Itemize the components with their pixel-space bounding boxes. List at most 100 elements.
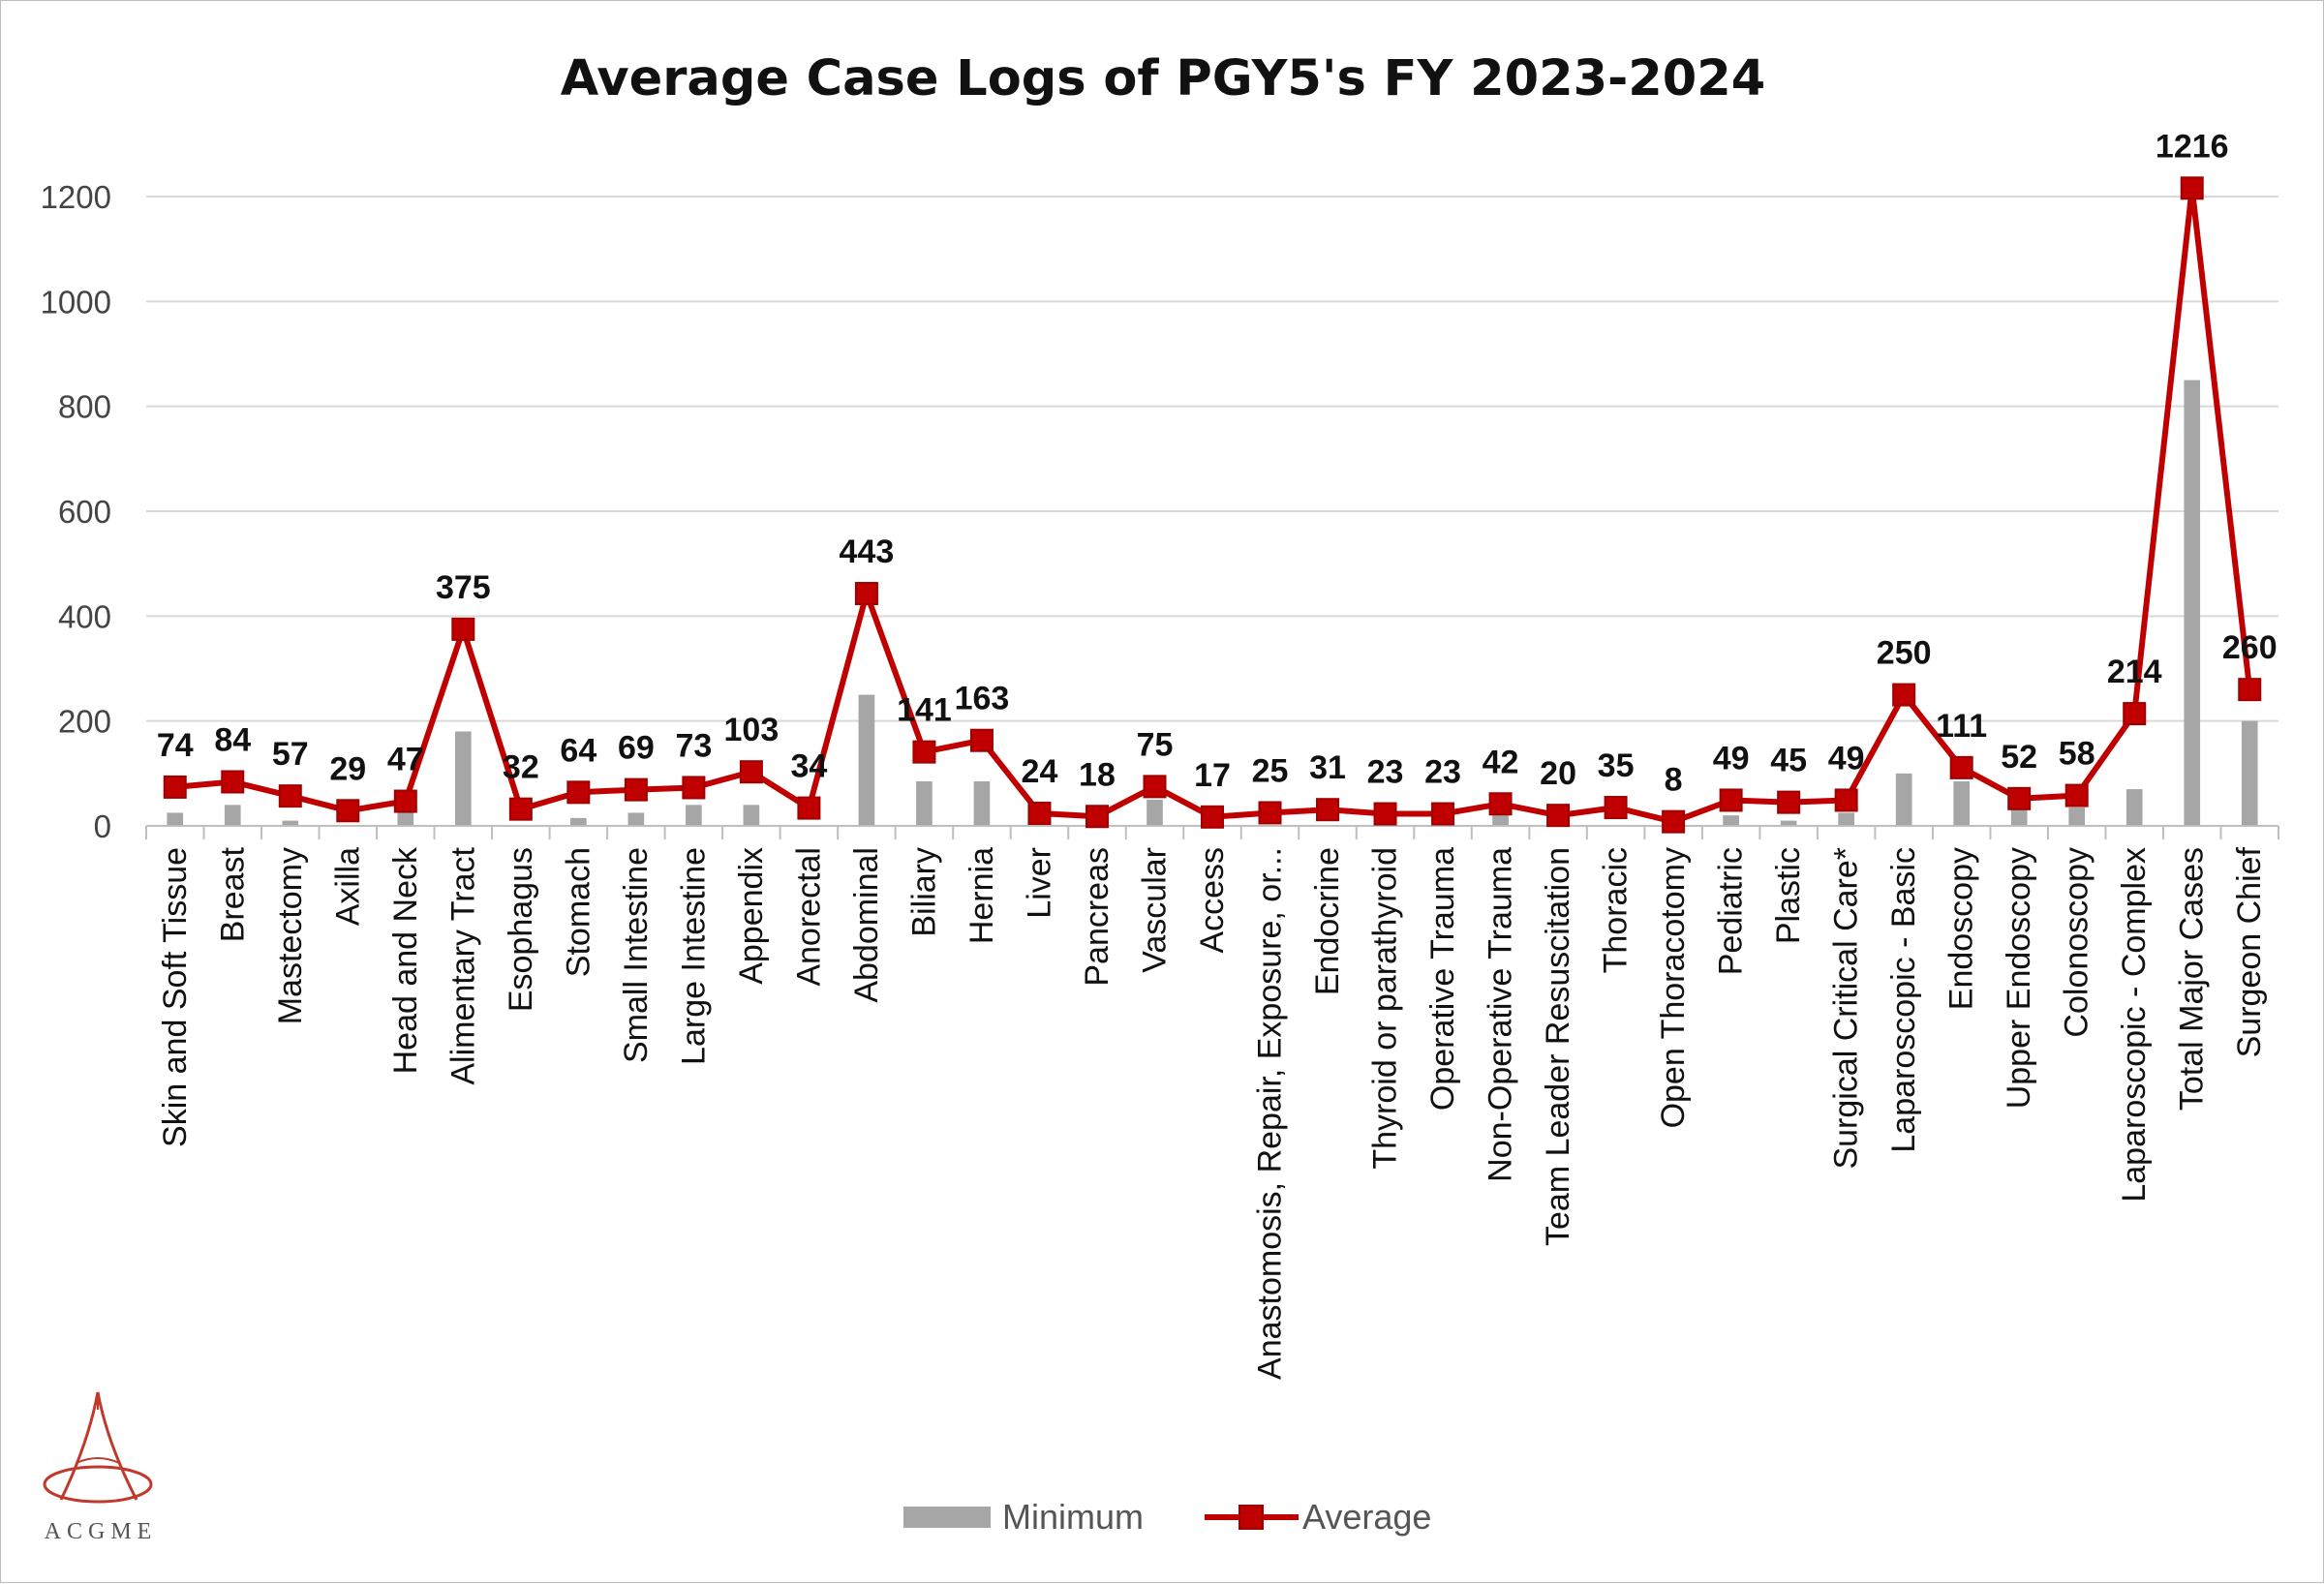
average-data-label-0: 74 — [157, 727, 194, 764]
y-tick-label-1200: 1200 — [41, 179, 111, 215]
average-marker-9 — [682, 776, 706, 800]
average-data-label-3: 29 — [329, 750, 366, 787]
average-marker-28 — [1777, 790, 1801, 814]
x-tick-label-6: Esophagus — [503, 847, 539, 1012]
average-data-label-34: 214 — [2107, 654, 2162, 690]
x-tick-label-33: Colonoscopy — [2059, 847, 2095, 1038]
average-marker-35 — [2180, 176, 2204, 200]
x-tick-label-30: Laparoscopic - Basic — [1885, 847, 1922, 1153]
average-data-label-29: 49 — [1828, 740, 1865, 777]
y-tick-label-600: 600 — [58, 494, 111, 530]
minimum-bar-1 — [224, 805, 241, 826]
average-data-label-28: 45 — [1770, 743, 1807, 779]
x-tick-label-26: Open Thoracotomy — [1655, 847, 1692, 1128]
minimum-bar-35 — [2184, 380, 2201, 826]
average-marker-30 — [1892, 683, 1916, 707]
x-tick-label-7: Stomach — [560, 847, 596, 977]
average-marker-32 — [2007, 786, 2032, 810]
y-axis-tick-labels: 0 200 400 600 800 1000 1200 — [41, 179, 111, 844]
minimum-bar-27 — [1723, 815, 1739, 826]
average-marker-7 — [566, 780, 591, 805]
average-data-label-18: 17 — [1194, 757, 1231, 794]
x-tick-label-3: Axilla — [329, 847, 366, 926]
x-tick-label-36: Surgeon Chief — [2231, 846, 2268, 1057]
minimum-bars — [167, 380, 2258, 826]
average-data-label-17: 75 — [1137, 726, 1174, 763]
acgme-logo-icon: ACGME — [43, 1391, 153, 1544]
x-tick-label-15: Liver — [1021, 847, 1057, 919]
average-marker-8 — [624, 777, 648, 802]
average-marker-20 — [1316, 798, 1340, 822]
average-marker-13 — [912, 740, 936, 764]
x-tick-label-22: Operative Trauma — [1424, 847, 1461, 1111]
minimum-bar-7 — [570, 817, 587, 826]
average-data-label-25: 35 — [1598, 747, 1635, 784]
average-marker-26 — [1662, 809, 1686, 834]
average-marker-29 — [1834, 788, 1858, 812]
average-data-label-12: 443 — [840, 533, 895, 570]
average-data-label-8: 69 — [618, 730, 655, 767]
minimum-bar-5 — [454, 731, 472, 826]
average-marker-11 — [797, 796, 821, 820]
average-data-label-5: 375 — [436, 569, 491, 606]
x-tick-label-8: Small Intestine — [618, 847, 655, 1063]
average-data-label-11: 34 — [790, 748, 827, 785]
average-marker-18 — [1201, 805, 1224, 829]
x-tick-label-19: Anastomosis, Repair, Exposure, or... — [1252, 847, 1289, 1380]
y-tick-label-800: 800 — [58, 389, 111, 425]
average-data-label-2: 57 — [272, 736, 309, 773]
average-marker-25 — [1604, 796, 1628, 820]
minimum-bar-8 — [627, 812, 645, 826]
average-data-label-35: 1216 — [2156, 128, 2229, 165]
x-tick-label-9: Large Intestine — [675, 847, 712, 1065]
average-data-label-9: 73 — [675, 727, 712, 764]
x-tick-label-32: Upper Endoscopy — [2001, 847, 2037, 1109]
x-tick-label-20: Endocrine — [1309, 847, 1346, 995]
average-data-label-33: 58 — [2059, 736, 2095, 773]
average-marker-36 — [2238, 678, 2262, 702]
x-tick-label-12: Abdominal — [848, 847, 885, 1003]
average-marker-21 — [1373, 802, 1397, 826]
average-data-label-16: 18 — [1079, 756, 1116, 793]
x-tick-label-21: Thyroid or parathyroid — [1367, 847, 1404, 1170]
average-marker-3 — [336, 799, 360, 823]
average-marker-4 — [393, 789, 417, 813]
average-markers — [163, 176, 2262, 834]
average-marker-22 — [1431, 802, 1455, 826]
x-axis-category-labels: Skin and Soft Tissue Breast Mastectomy Axil… — [157, 846, 2268, 1380]
minimum-bar-32 — [2010, 807, 2028, 826]
average-data-label-1: 84 — [214, 722, 251, 759]
minimum-bar-23 — [1492, 815, 1509, 826]
legend-minimum-label: Minimum — [1002, 1497, 1144, 1537]
minimum-bar-2 — [282, 820, 299, 826]
average-marker-16 — [1085, 805, 1109, 829]
average-marker-33 — [2064, 783, 2089, 807]
y-tick-label-0: 0 — [94, 808, 111, 844]
minimum-bar-10 — [743, 805, 760, 826]
minimum-bar-13 — [916, 780, 933, 826]
average-marker-15 — [1027, 802, 1052, 825]
average-data-label-4: 47 — [387, 742, 424, 778]
minimum-bar-4 — [397, 809, 414, 826]
x-tick-label-29: Surgical Critical Care* — [1828, 847, 1865, 1170]
x-tick-label-5: Alimentary Tract — [444, 846, 481, 1084]
x-tick-label-25: Thoracic — [1598, 847, 1635, 973]
average-data-label-23: 42 — [1483, 744, 1519, 780]
average-marker-1 — [221, 770, 245, 794]
minimum-bar-31 — [1953, 780, 1971, 826]
minimum-bar-30 — [1895, 773, 1912, 826]
x-tick-label-28: Plastic — [1770, 847, 1807, 944]
average-data-label-30: 250 — [1877, 635, 1932, 672]
x-tick-label-35: Total Major Cases — [2174, 847, 2211, 1111]
average-data-label-22: 23 — [1424, 754, 1461, 791]
average-marker-0 — [163, 775, 187, 799]
legend-minimum-swatch — [903, 1507, 991, 1528]
x-tick-label-0: Skin and Soft Tissue — [157, 847, 194, 1147]
x-tick-label-16: Pancreas — [1079, 847, 1116, 987]
average-marker-24 — [1546, 804, 1571, 828]
x-tick-label-11: Anorectal — [790, 847, 827, 987]
minimum-bar-36 — [2241, 720, 2258, 826]
x-tick-label-24: Team Leader Resuscitation — [1540, 847, 1576, 1246]
